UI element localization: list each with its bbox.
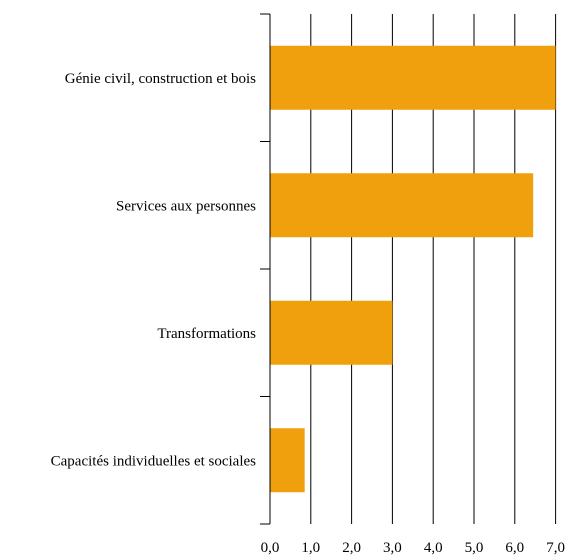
x-tick-label: 3,0 xyxy=(383,540,402,556)
bar xyxy=(270,45,556,110)
x-tick-label: 7,0 xyxy=(546,540,565,556)
x-tick-label: 4,0 xyxy=(424,540,443,556)
category-label: Transformations xyxy=(157,326,256,342)
x-tick-label: 5,0 xyxy=(465,540,484,556)
x-tick-label: 2,0 xyxy=(342,540,361,556)
bars xyxy=(270,45,556,493)
bar xyxy=(270,428,305,493)
category-labels: Génie civil, construction et bois Service… xyxy=(51,71,257,470)
bar xyxy=(270,300,393,365)
category-label: Capacités individuelles et sociales xyxy=(51,453,257,469)
bar xyxy=(270,173,534,238)
x-tick-label: 6,0 xyxy=(505,540,524,556)
x-tick-label: 0,0 xyxy=(261,540,280,556)
y-axis xyxy=(260,13,271,525)
category-label: Services aux personnes xyxy=(116,198,256,214)
category-label: Génie civil, construction et bois xyxy=(65,71,256,87)
x-tick-label: 1,0 xyxy=(301,540,320,556)
x-tick-labels: 0,0 1,0 2,0 3,0 4,0 5,0 6,0 7,0 xyxy=(261,540,565,556)
